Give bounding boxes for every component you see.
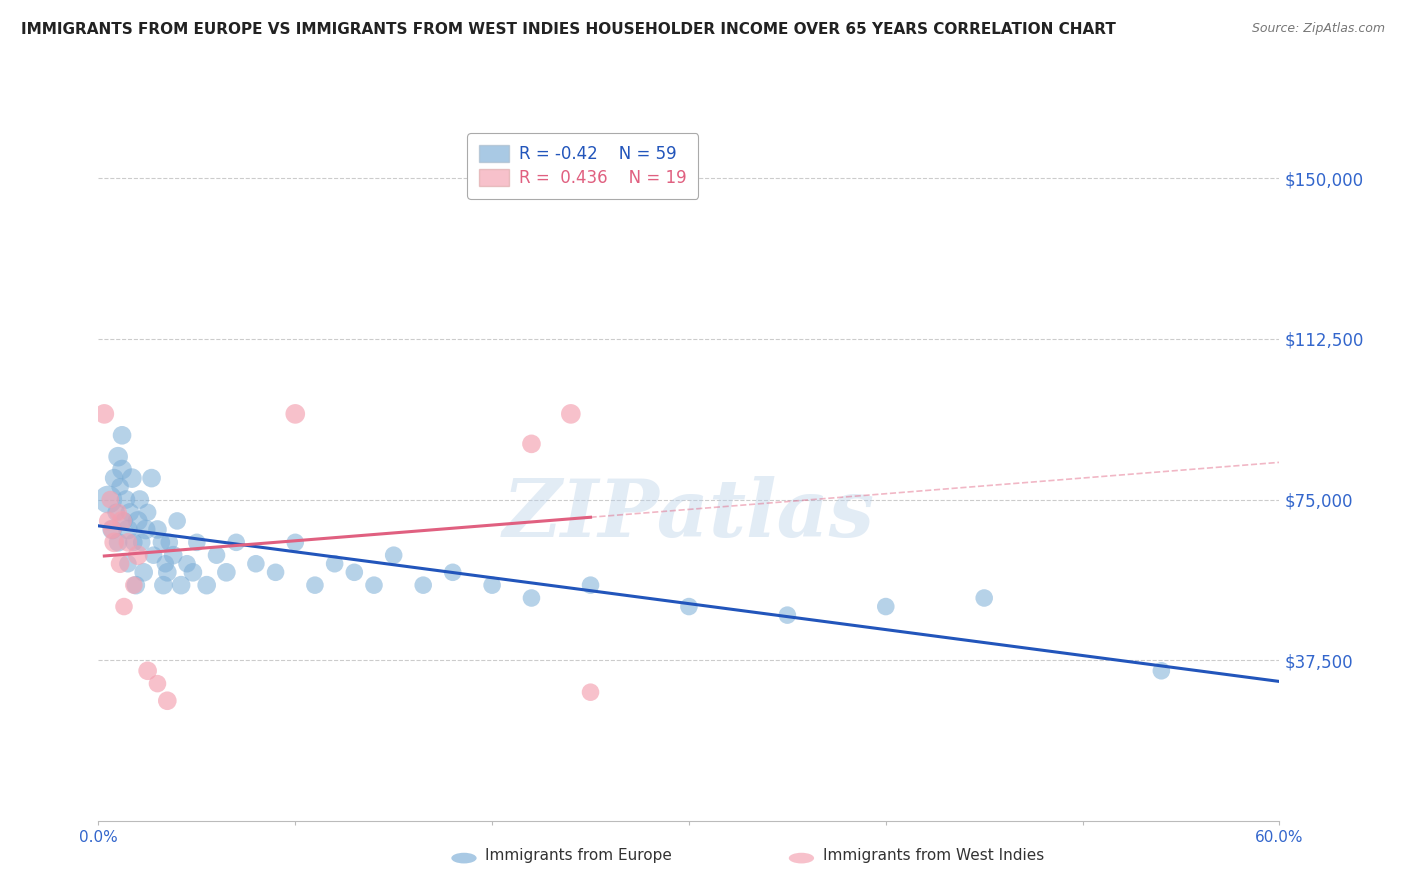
- Text: Source: ZipAtlas.com: Source: ZipAtlas.com: [1251, 22, 1385, 36]
- Point: [117, 535, 139, 549]
- Point: [121, 471, 143, 485]
- Point: [245, 557, 267, 571]
- Point: [111, 462, 134, 476]
- Point: [195, 578, 218, 592]
- Point: [146, 676, 169, 690]
- Point: [678, 599, 700, 614]
- Point: [146, 523, 169, 537]
- Point: [117, 523, 139, 537]
- Point: [115, 492, 138, 507]
- Point: [128, 492, 150, 507]
- Point: [141, 471, 163, 485]
- Point: [118, 505, 141, 519]
- Point: [215, 566, 238, 580]
- Point: [136, 505, 159, 519]
- Point: [560, 407, 582, 421]
- Point: [112, 514, 135, 528]
- Point: [343, 566, 366, 580]
- Text: Immigrants from West Indies: Immigrants from West Indies: [823, 847, 1043, 863]
- Point: [107, 535, 129, 549]
- Point: [97, 492, 120, 507]
- Point: [284, 407, 307, 421]
- Point: [181, 566, 204, 580]
- Point: [875, 599, 897, 614]
- Point: [973, 591, 995, 605]
- Point: [107, 505, 129, 519]
- Point: [127, 514, 149, 528]
- Point: [111, 428, 134, 442]
- Point: [135, 523, 157, 537]
- Point: [155, 557, 177, 571]
- Point: [284, 535, 307, 549]
- Point: [107, 450, 129, 464]
- Point: [105, 505, 128, 519]
- Point: [520, 437, 543, 451]
- Point: [150, 535, 173, 549]
- Point: [131, 535, 153, 549]
- Point: [363, 578, 385, 592]
- Point: [98, 492, 121, 507]
- Point: [152, 578, 174, 592]
- Point: [162, 548, 184, 562]
- Point: [205, 548, 228, 562]
- Text: IMMIGRANTS FROM EUROPE VS IMMIGRANTS FROM WEST INDIES HOUSEHOLDER INCOME OVER 65: IMMIGRANTS FROM EUROPE VS IMMIGRANTS FRO…: [21, 22, 1116, 37]
- Point: [156, 694, 179, 708]
- Point: [170, 578, 193, 592]
- Point: [103, 535, 125, 549]
- Point: [520, 591, 543, 605]
- Point: [1150, 664, 1173, 678]
- Point: [117, 557, 139, 571]
- Point: [125, 578, 148, 592]
- Point: [97, 514, 120, 528]
- Point: [108, 480, 131, 494]
- Point: [93, 407, 115, 421]
- Point: [186, 535, 208, 549]
- Point: [136, 664, 159, 678]
- Point: [323, 557, 346, 571]
- Point: [111, 514, 134, 528]
- Point: [382, 548, 405, 562]
- Point: [176, 557, 198, 571]
- Point: [122, 578, 145, 592]
- Point: [412, 578, 434, 592]
- Point: [579, 685, 602, 699]
- Point: [103, 471, 125, 485]
- Point: [101, 523, 124, 537]
- Point: [157, 535, 180, 549]
- Point: [156, 566, 179, 580]
- Point: [225, 535, 247, 549]
- Point: [132, 566, 155, 580]
- Point: [441, 566, 464, 580]
- Point: [122, 535, 145, 549]
- Point: [579, 578, 602, 592]
- Point: [108, 557, 131, 571]
- Point: [264, 566, 287, 580]
- Point: [101, 523, 124, 537]
- Text: Immigrants from Europe: Immigrants from Europe: [485, 847, 672, 863]
- Point: [776, 608, 799, 623]
- Point: [481, 578, 503, 592]
- Point: [112, 599, 135, 614]
- Point: [127, 548, 149, 562]
- Point: [304, 578, 326, 592]
- Point: [142, 548, 165, 562]
- Point: [166, 514, 188, 528]
- Legend: R = -0.42    N = 59, R =  0.436    N = 19: R = -0.42 N = 59, R = 0.436 N = 19: [467, 133, 699, 199]
- Text: ZIPatlas: ZIPatlas: [503, 475, 875, 553]
